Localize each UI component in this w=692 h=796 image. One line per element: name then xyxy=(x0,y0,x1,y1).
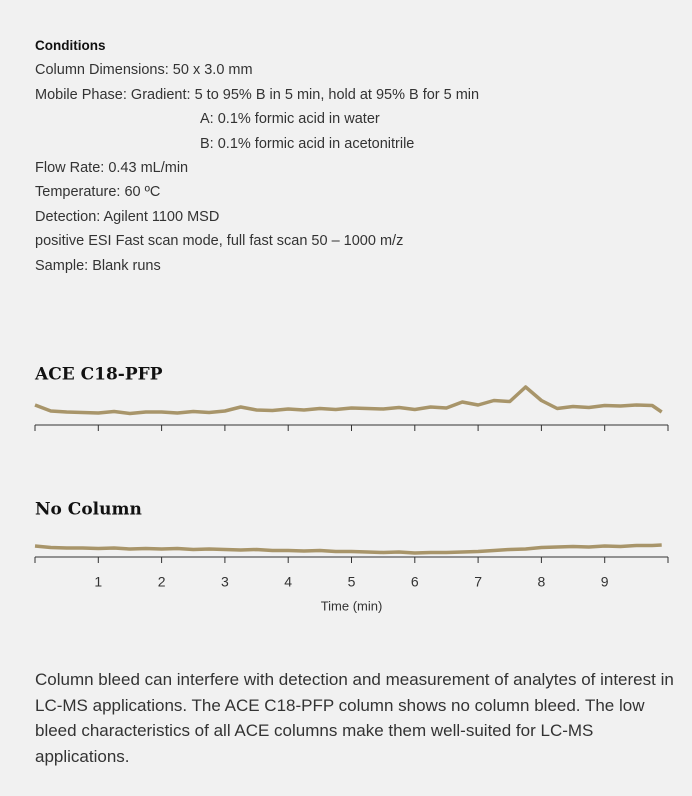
condition-line: Detection: Agilent 1100 MSD xyxy=(35,208,220,225)
trace xyxy=(34,543,662,555)
chart-title: No Column xyxy=(35,500,142,520)
x-tick-label: 9 xyxy=(601,574,609,590)
condition-line: Mobile Phase: Gradient: 5 to 95% B in 5 … xyxy=(35,86,480,103)
x-axis-label: Time (min) xyxy=(321,598,383,613)
x-tick-label: 5 xyxy=(348,574,356,590)
condition-line: Sample: Blank runs xyxy=(35,257,161,274)
x-tick-label: 3 xyxy=(221,574,229,590)
condition-line: Flow Rate: 0.43 mL/min xyxy=(35,160,189,177)
trace xyxy=(34,385,663,416)
paragraph: Column bleed can interfere with detectio… xyxy=(35,670,674,766)
condition-line: Column Dimensions: 50 x 3.0 mm xyxy=(35,62,253,79)
chart-title: ACE C18-PFP xyxy=(34,365,163,385)
condition-line: Temperature: 60 ºC xyxy=(35,184,161,201)
x-tick-label: 2 xyxy=(158,574,166,590)
x-tick-label: 8 xyxy=(538,574,546,590)
x-tick-label: 1 xyxy=(94,574,102,590)
conditions: Conditions Column Dimensions: 50 x 3.0 m… xyxy=(35,34,479,278)
condition-line: B: 0.1% formic acid in acetonitrile xyxy=(200,135,415,152)
condition-line: positive ESI Fast scan mode, full fast s… xyxy=(35,233,404,250)
charts: ACE C18-PFP No Column 1 2 3 4 5 6 7 8 9 Time (min) xyxy=(34,365,669,613)
x-tick-label: 6 xyxy=(411,574,419,590)
condition-line: A: 0.1% formic acid in water xyxy=(200,111,380,128)
x-tick-label: 4 xyxy=(284,574,292,590)
conditions-heading: Conditions xyxy=(35,38,106,53)
x-tick-label: 7 xyxy=(474,574,482,590)
